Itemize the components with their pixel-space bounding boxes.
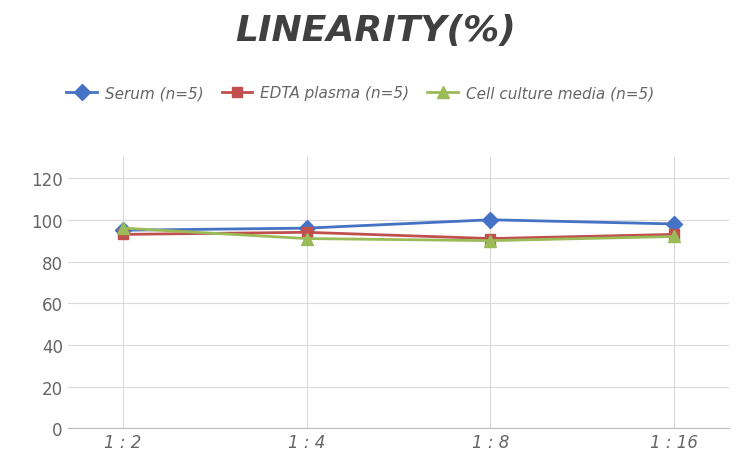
EDTA plasma (n=5) [670,232,679,238]
EDTA plasma (n=5) [486,236,495,242]
EDTA plasma (n=5) [302,230,311,235]
Cell culture media (n=5) [118,226,127,231]
Cell culture media (n=5) [302,236,311,242]
EDTA plasma (n=5) [118,232,127,238]
Serum (n=5) [302,226,311,231]
Text: LINEARITY(%): LINEARITY(%) [235,14,517,47]
Line: Serum (n=5): Serum (n=5) [117,215,680,236]
Serum (n=5) [486,217,495,223]
Legend: Serum (n=5), EDTA plasma (n=5), Cell culture media (n=5): Serum (n=5), EDTA plasma (n=5), Cell cul… [60,80,660,107]
Serum (n=5) [670,222,679,227]
Line: Cell culture media (n=5): Cell culture media (n=5) [117,223,680,247]
Cell culture media (n=5) [670,234,679,239]
Serum (n=5) [118,228,127,234]
Cell culture media (n=5) [486,239,495,244]
Line: EDTA plasma (n=5): EDTA plasma (n=5) [118,228,679,244]
